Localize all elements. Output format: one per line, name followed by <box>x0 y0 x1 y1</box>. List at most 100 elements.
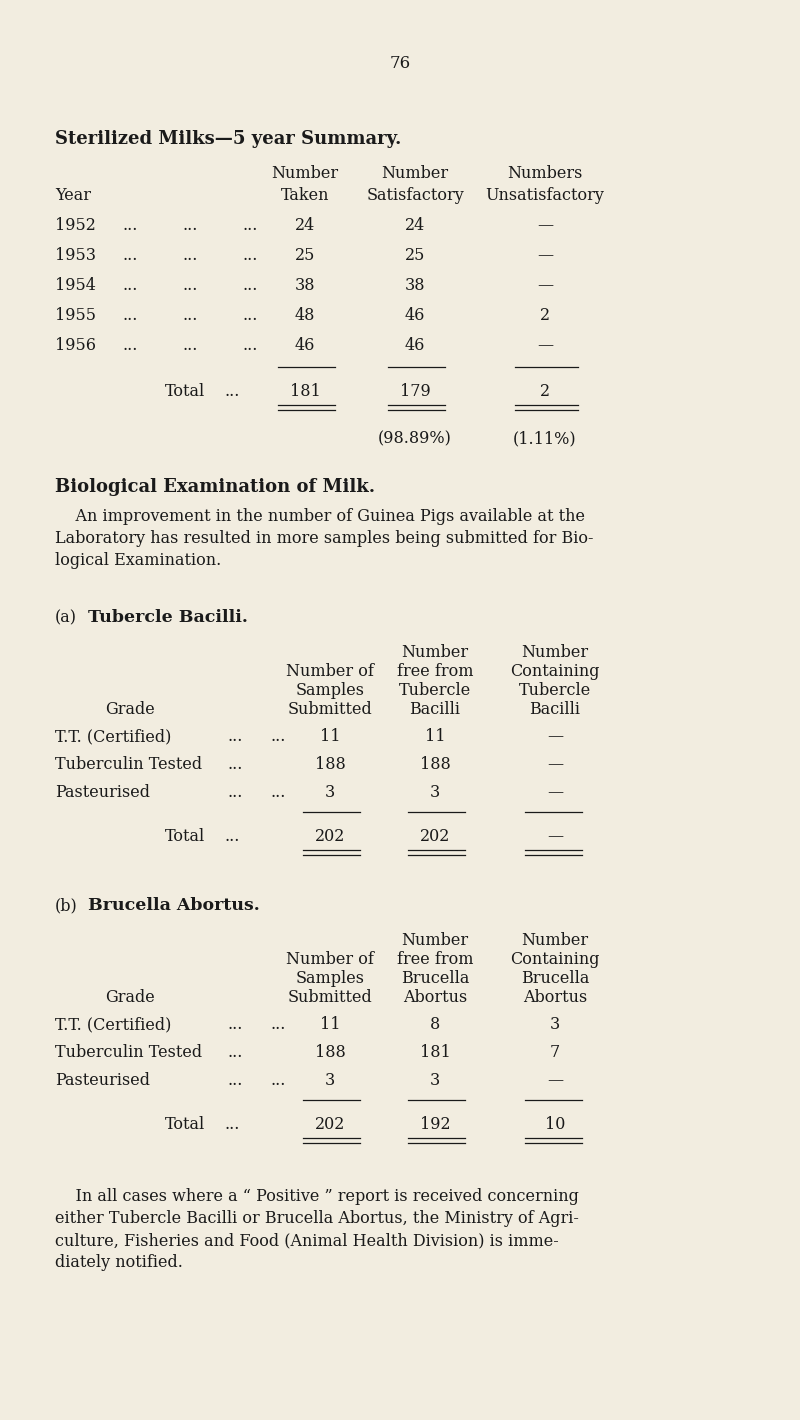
Text: 192: 192 <box>420 1116 450 1133</box>
Text: Containing: Containing <box>510 951 600 968</box>
Text: Laboratory has resulted in more samples being submitted for Bio-: Laboratory has resulted in more samples … <box>55 530 594 547</box>
Text: 25: 25 <box>295 247 315 264</box>
Text: T.T. (Certified): T.T. (Certified) <box>55 728 171 746</box>
Text: 7: 7 <box>550 1044 560 1061</box>
Text: 188: 188 <box>420 755 450 772</box>
Text: ...: ... <box>242 337 258 354</box>
Text: Satisfactory: Satisfactory <box>366 187 464 204</box>
Text: 1952: 1952 <box>55 217 96 234</box>
Text: ...: ... <box>270 784 286 801</box>
Text: ...: ... <box>227 1015 242 1032</box>
Text: 181: 181 <box>290 383 320 400</box>
Text: 46: 46 <box>405 337 425 354</box>
Text: ...: ... <box>224 1116 240 1133</box>
Text: —: — <box>537 217 553 234</box>
Text: Brucella: Brucella <box>521 970 589 987</box>
Text: Number: Number <box>271 165 338 182</box>
Text: culture, Fisheries and Food (Animal Health Division) is imme-: culture, Fisheries and Food (Animal Heal… <box>55 1233 558 1250</box>
Text: 38: 38 <box>405 277 426 294</box>
Text: An improvement in the number of Guinea Pigs available at the: An improvement in the number of Guinea P… <box>55 508 585 525</box>
Text: —: — <box>537 337 553 354</box>
Text: 8: 8 <box>430 1015 440 1032</box>
Text: ...: ... <box>122 247 138 264</box>
Text: —: — <box>537 247 553 264</box>
Text: 3: 3 <box>550 1015 560 1032</box>
Text: —: — <box>547 728 563 746</box>
Text: Brucella Abortus.: Brucella Abortus. <box>88 897 260 914</box>
Text: Pasteurised: Pasteurised <box>55 1072 150 1089</box>
Text: 11: 11 <box>320 728 340 746</box>
Text: (98.89%): (98.89%) <box>378 430 452 447</box>
Text: 2: 2 <box>540 307 550 324</box>
Text: 3: 3 <box>430 1072 440 1089</box>
Text: 181: 181 <box>420 1044 450 1061</box>
Text: 1955: 1955 <box>55 307 96 324</box>
Text: Bacilli: Bacilli <box>530 701 581 719</box>
Text: —: — <box>547 755 563 772</box>
Text: Containing: Containing <box>510 663 600 680</box>
Text: ...: ... <box>122 217 138 234</box>
Text: 202: 202 <box>315 828 345 845</box>
Text: ...: ... <box>224 828 240 845</box>
Text: 188: 188 <box>314 755 346 772</box>
Text: Number: Number <box>522 932 589 949</box>
Text: ...: ... <box>122 337 138 354</box>
Text: Submitted: Submitted <box>288 701 372 719</box>
Text: Number of: Number of <box>286 663 374 680</box>
Text: Numbers: Numbers <box>507 165 582 182</box>
Text: ...: ... <box>242 247 258 264</box>
Text: Tubercle: Tubercle <box>519 682 591 699</box>
Text: Bacilli: Bacilli <box>410 701 461 719</box>
Text: Tubercle Bacilli.: Tubercle Bacilli. <box>88 609 248 626</box>
Text: Total: Total <box>165 828 205 845</box>
Text: ...: ... <box>182 307 198 324</box>
Text: ...: ... <box>227 728 242 746</box>
Text: 48: 48 <box>295 307 315 324</box>
Text: 10: 10 <box>545 1116 565 1133</box>
Text: Year: Year <box>55 187 91 204</box>
Text: ...: ... <box>182 247 198 264</box>
Text: 1954: 1954 <box>55 277 96 294</box>
Text: either Tubercle Bacilli or Brucella Abortus, the Ministry of Agri-: either Tubercle Bacilli or Brucella Abor… <box>55 1210 579 1227</box>
Text: ...: ... <box>242 217 258 234</box>
Text: Taken: Taken <box>281 187 330 204</box>
Text: diately notified.: diately notified. <box>55 1254 183 1271</box>
Text: (a): (a) <box>55 609 77 626</box>
Text: ...: ... <box>227 1072 242 1089</box>
Text: 1953: 1953 <box>55 247 96 264</box>
Text: 188: 188 <box>314 1044 346 1061</box>
Text: 38: 38 <box>294 277 315 294</box>
Text: Sterilized Milks—5 year Summary.: Sterilized Milks—5 year Summary. <box>55 131 402 148</box>
Text: free from: free from <box>397 663 474 680</box>
Text: 24: 24 <box>405 217 425 234</box>
Text: 202: 202 <box>315 1116 345 1133</box>
Text: ...: ... <box>122 307 138 324</box>
Text: 11: 11 <box>320 1015 340 1032</box>
Text: ...: ... <box>270 728 286 746</box>
Text: 76: 76 <box>390 55 410 72</box>
Text: Tuberculin Tested: Tuberculin Tested <box>55 1044 202 1061</box>
Text: 2: 2 <box>540 383 550 400</box>
Text: 1956: 1956 <box>55 337 96 354</box>
Text: Total: Total <box>165 1116 205 1133</box>
Text: Brucella: Brucella <box>401 970 469 987</box>
Text: —: — <box>547 1072 563 1089</box>
Text: 25: 25 <box>405 247 425 264</box>
Text: Samples: Samples <box>295 682 365 699</box>
Text: Grade: Grade <box>105 701 155 719</box>
Text: 24: 24 <box>295 217 315 234</box>
Text: —: — <box>547 784 563 801</box>
Text: 179: 179 <box>400 383 430 400</box>
Text: ...: ... <box>227 755 242 772</box>
Text: (b): (b) <box>55 897 78 914</box>
Text: Abortus: Abortus <box>403 988 467 1005</box>
Text: —: — <box>537 277 553 294</box>
Text: (1.11%): (1.11%) <box>513 430 577 447</box>
Text: Tubercle: Tubercle <box>399 682 471 699</box>
Text: Tuberculin Tested: Tuberculin Tested <box>55 755 202 772</box>
Text: 11: 11 <box>425 728 446 746</box>
Text: ...: ... <box>242 307 258 324</box>
Text: Number: Number <box>382 165 449 182</box>
Text: ...: ... <box>182 337 198 354</box>
Text: —: — <box>547 828 563 845</box>
